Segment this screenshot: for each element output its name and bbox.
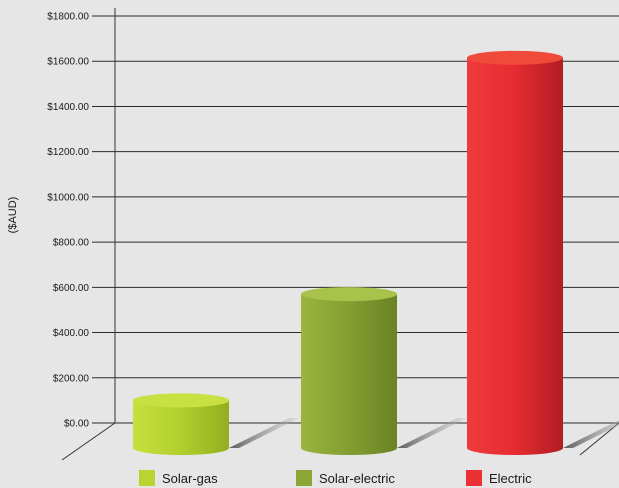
y-tick-label: $400.00 xyxy=(53,328,90,339)
y-tick-label: $1400.00 xyxy=(47,102,89,113)
bar-top-cap xyxy=(301,287,397,302)
legend-label: Solar-gas xyxy=(162,471,218,486)
legend-item: Solar-gas xyxy=(139,470,218,486)
legend-swatch xyxy=(466,470,482,486)
gridlines xyxy=(92,15,619,424)
bar-top-cap xyxy=(133,393,229,408)
floor-line-right xyxy=(579,422,619,456)
legend-swatch xyxy=(139,470,155,486)
bar-body xyxy=(301,294,397,455)
legend-label: Electric xyxy=(489,471,532,486)
legend-item: Solar-electric xyxy=(296,470,395,486)
bar-shadow xyxy=(397,418,467,448)
bar-top-cap xyxy=(467,50,563,65)
bar-shadow xyxy=(229,418,299,448)
bar-shadow xyxy=(563,420,619,448)
floor-line-left xyxy=(61,422,116,461)
legend-item: Electric xyxy=(466,470,532,486)
bar-electric xyxy=(467,50,619,455)
bar-solar-gas xyxy=(133,393,299,455)
legend-swatch xyxy=(296,470,312,486)
y-tick-labels: $0.00 $200.00 $400.00 $600.00 $800.00 $1000.0… xyxy=(47,12,89,430)
y-tick-label: $1800.00 xyxy=(47,12,89,23)
bars xyxy=(133,50,619,455)
y-axis-title: ($AUD) xyxy=(7,197,19,234)
y-tick-label: $1000.00 xyxy=(47,192,89,203)
bar-body xyxy=(133,400,229,455)
y-tick-label: $600.00 xyxy=(53,283,90,294)
bar-solar-electric xyxy=(301,287,467,455)
floor-front-edge xyxy=(62,455,580,460)
bar-body xyxy=(467,57,563,455)
legend: Solar-gas Solar-electric Electric xyxy=(139,470,532,486)
y-tick-label: $1600.00 xyxy=(47,57,89,68)
y-tick-label: $1200.00 xyxy=(47,147,89,158)
y-tick-label: $200.00 xyxy=(53,373,90,384)
y-tick-label: $0.00 xyxy=(64,419,89,430)
y-tick-label: $800.00 xyxy=(53,238,90,249)
legend-label: Solar-electric xyxy=(319,471,395,486)
